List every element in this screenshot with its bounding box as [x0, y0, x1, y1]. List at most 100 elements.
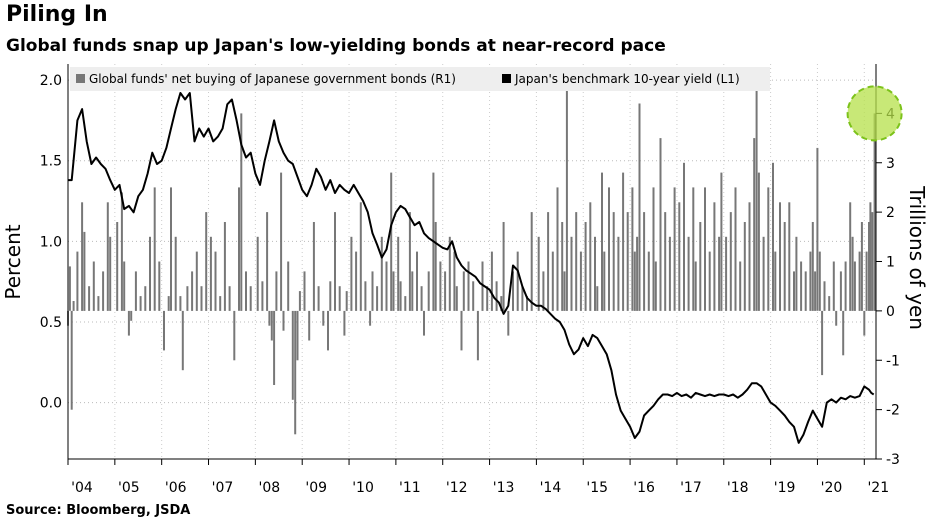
bar [186, 286, 189, 311]
bar [713, 202, 716, 311]
bar [167, 296, 170, 311]
bar [579, 251, 582, 311]
bar [793, 271, 795, 311]
bar [359, 202, 362, 311]
bar [416, 251, 418, 311]
x-tick-label: '16 [633, 480, 655, 496]
bar [261, 281, 264, 311]
bar [467, 261, 470, 311]
x-tick-label: '21 [867, 480, 889, 496]
bar [158, 261, 161, 311]
x-tick-label: '06 [165, 480, 187, 496]
bar [767, 187, 770, 311]
bar [70, 310, 73, 410]
bar [327, 310, 329, 351]
bar [144, 286, 147, 311]
x-tick-label: '14 [540, 480, 562, 496]
bar [294, 310, 297, 435]
bar [209, 236, 212, 311]
bar [345, 291, 348, 311]
x-tick-label: '09 [305, 480, 327, 496]
bar [376, 286, 379, 311]
bar [839, 271, 842, 311]
y-tick-label-left: 0.5 [40, 315, 62, 331]
bar [860, 222, 863, 311]
bar [334, 212, 336, 311]
bar [575, 212, 578, 311]
x-tick-label: '18 [727, 480, 749, 496]
bar [617, 236, 620, 311]
bar [853, 261, 856, 311]
bar [76, 251, 79, 311]
bar [570, 236, 573, 311]
bar [718, 236, 721, 311]
bar [287, 261, 290, 311]
bar [668, 236, 671, 311]
bar [275, 271, 278, 311]
bar [818, 251, 821, 311]
bar [647, 251, 650, 311]
bar [612, 212, 615, 311]
bar [704, 187, 706, 311]
bar [163, 310, 165, 351]
bar [268, 310, 271, 326]
bar [472, 281, 475, 311]
bar [835, 310, 838, 326]
bar [423, 310, 425, 336]
bar [678, 202, 681, 311]
legend-label-line: Japan's benchmark 10-year yield (L1) [514, 72, 740, 86]
bar [476, 310, 479, 361]
bar [654, 261, 657, 311]
bar [849, 202, 852, 311]
bar [547, 212, 550, 311]
bar [594, 236, 596, 311]
bar [828, 296, 831, 311]
bar [823, 281, 826, 311]
bar [439, 261, 442, 311]
bar [397, 236, 400, 311]
bar [116, 222, 119, 311]
y-tick-label-left: 1.5 [40, 154, 62, 170]
bar [338, 286, 341, 311]
bar [291, 310, 294, 400]
bar [832, 261, 835, 311]
x-tick-label: '04 [71, 480, 93, 496]
bar [753, 138, 756, 311]
axis-layer: 2.0 1.5 1.0 0.5 0.0 '04 '05 '06 '07 '08 '09 '10 '11 '… [40, 64, 900, 496]
bar [800, 261, 803, 311]
bar [537, 236, 540, 311]
bar [772, 162, 774, 311]
bar [179, 296, 182, 311]
bar [530, 212, 533, 311]
bar [526, 296, 528, 311]
y-tick-label-right: 0 [886, 304, 895, 320]
bar [561, 222, 564, 311]
bar [816, 147, 819, 311]
y-tick-label-right: 1 [886, 255, 895, 271]
bar [200, 286, 203, 311]
chart-subtitle: Global funds snap up Japan's low-yieldin… [6, 36, 666, 56]
bar [603, 251, 606, 311]
bar [673, 187, 676, 311]
bar [821, 310, 824, 376]
bar [490, 251, 493, 311]
bar [371, 271, 374, 311]
legend-swatch-bars [76, 74, 85, 83]
bar [245, 271, 247, 311]
bar [134, 271, 137, 311]
bar [795, 236, 798, 311]
bar [481, 261, 484, 311]
bar [851, 236, 854, 311]
legend-background [70, 67, 770, 91]
bar [195, 251, 198, 311]
bar [399, 281, 402, 311]
bar [191, 271, 194, 311]
bar [811, 222, 814, 311]
bar [643, 212, 646, 311]
bar [729, 212, 732, 311]
bar [174, 236, 177, 311]
bar [869, 202, 872, 311]
bar [699, 222, 702, 311]
bar [863, 310, 866, 336]
